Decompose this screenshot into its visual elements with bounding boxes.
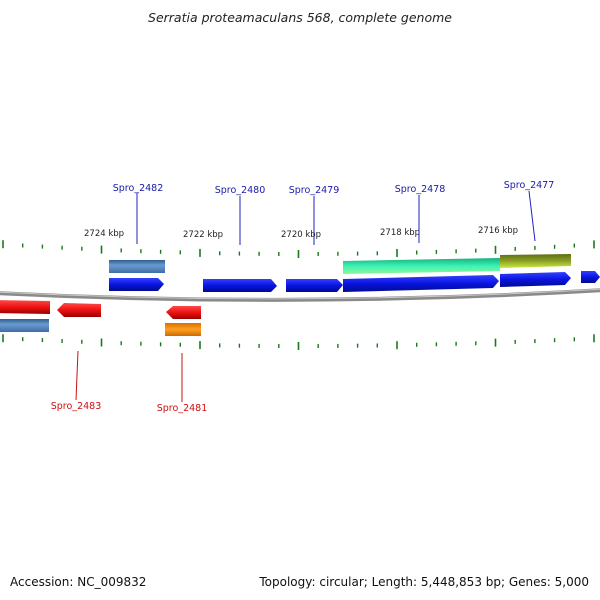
leader-spro-2483 bbox=[75, 350, 79, 401]
gene-spro-2477-arrow[interactable] bbox=[500, 272, 571, 287]
leader-spro-2477 bbox=[528, 190, 536, 242]
gene-left-edge-arrow[interactable] bbox=[0, 300, 50, 314]
genome-backbone-highlight bbox=[0, 288, 600, 300]
gene-label-spro-2479[interactable]: Spro_2479 bbox=[289, 185, 340, 196]
gene-spro-2481-arrow[interactable] bbox=[166, 306, 201, 319]
feature-orange[interactable] bbox=[165, 323, 201, 336]
gene-label-spro-2477[interactable]: Spro_2477 bbox=[504, 180, 555, 191]
feature-steel-bottom[interactable] bbox=[0, 319, 49, 332]
scale-label-2722: 2722 kbp bbox=[183, 230, 223, 240]
scale-label-2716: 2716 kbp bbox=[478, 226, 518, 236]
gene-spro-2482-arrow[interactable] bbox=[109, 278, 164, 291]
gene-label-spro-2478[interactable]: Spro_2478 bbox=[395, 184, 446, 195]
inner-scale-ticks bbox=[2, 334, 595, 350]
feature-olive[interactable] bbox=[500, 254, 571, 268]
scale-label-2720: 2720 kbp bbox=[281, 230, 321, 240]
outer-scale-ticks bbox=[2, 240, 595, 258]
gene-spro-2478-arrow[interactable] bbox=[343, 275, 499, 292]
gene-spro-2483-arrow[interactable] bbox=[57, 303, 101, 317]
gene-spro-2479-arrow[interactable] bbox=[286, 279, 343, 292]
scale-label-2718: 2718 kbp bbox=[380, 228, 420, 238]
map-title: Serratia proteamaculans 568, complete ge… bbox=[148, 10, 452, 25]
gene-label-spro-2482[interactable]: Spro_2482 bbox=[113, 183, 164, 194]
genome-backbone bbox=[0, 288, 600, 302]
topology-text: Topology: circular; Length: 5,448,853 bp… bbox=[259, 575, 589, 589]
gene-spro-2480-arrow[interactable] bbox=[203, 279, 277, 292]
gene-label-spro-2481[interactable]: Spro_2481 bbox=[157, 403, 208, 414]
scale-label-2724: 2724 kbp bbox=[84, 229, 124, 239]
gene-label-spro-2483[interactable]: Spro_2483 bbox=[51, 401, 102, 412]
gene-label-spro-2480[interactable]: Spro_2480 bbox=[215, 185, 266, 196]
feature-steel-top[interactable] bbox=[109, 260, 165, 273]
feature-green[interactable] bbox=[343, 258, 500, 274]
accession-text: Accession: NC_009832 bbox=[10, 575, 147, 589]
gene-edge-arrow[interactable] bbox=[581, 271, 600, 283]
